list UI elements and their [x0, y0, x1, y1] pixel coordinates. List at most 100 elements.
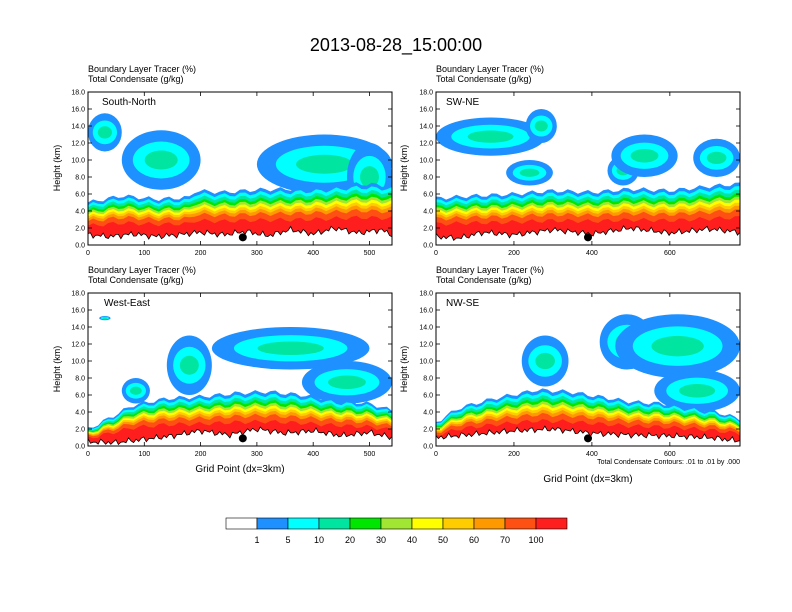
colorbar-label: 50	[438, 535, 448, 545]
y-tick-label: 4.0	[75, 209, 85, 216]
colorbar: 1 5 10 20 30 40 50 60 70 100	[225, 517, 568, 545]
x-tick-label: 200	[508, 250, 520, 257]
y-tick-label: 2.0	[423, 427, 433, 434]
cloud-region	[301, 361, 392, 404]
cloud-inner	[97, 126, 112, 139]
location-marker	[238, 434, 247, 443]
y-tick-label: 2.0	[423, 226, 433, 233]
cloud-region	[166, 335, 212, 395]
y-tick-label: 18.0	[71, 291, 85, 298]
cloud-region	[121, 130, 201, 190]
y-tick-label: 10.0	[419, 158, 433, 165]
y-tick-label: 8.0	[75, 376, 85, 383]
cloud-region	[506, 160, 553, 186]
colorbar-label: 1	[254, 535, 259, 545]
plot-frame	[435, 292, 741, 447]
y-tick-label: 10.0	[419, 359, 433, 366]
panel-subtitle-2: Total Condensate (g/kg)	[436, 74, 532, 84]
cloud-region	[99, 315, 111, 321]
y-tick-label: 10.0	[71, 359, 85, 366]
cloud-region	[88, 113, 122, 152]
cloud-inner	[679, 383, 716, 398]
panel-subtitle-1: Boundary Layer Tracer (%)	[88, 64, 196, 74]
cloud-inner	[257, 341, 324, 356]
location-marker	[584, 233, 592, 242]
x-tick-label: 400	[307, 250, 319, 257]
colorbar-swatch	[380, 517, 413, 530]
y-tick-label: 14.0	[419, 325, 433, 332]
cloud-inner	[519, 168, 540, 177]
cloud-inner	[630, 148, 659, 163]
colorbar-swatch	[349, 517, 382, 530]
y-axis-label: Height (km)	[399, 145, 409, 192]
y-tick-label: 16.0	[419, 308, 433, 315]
y-tick-label: 6.0	[75, 393, 85, 400]
x-tick-label: 400	[586, 250, 598, 257]
y-tick-label: 0.0	[75, 243, 85, 250]
panel-nw-se: Boundary Layer Tracer (%) Total Condensa…	[399, 265, 741, 485]
colorbar-label: 70	[500, 535, 510, 545]
y-tick-label: 8.0	[423, 376, 433, 383]
location-marker	[584, 434, 592, 443]
cloud-inner	[706, 151, 727, 164]
panel-west-east: Boundary Layer Tracer (%) Total Condensa…	[52, 265, 393, 475]
cloud-inner	[534, 120, 548, 132]
colorbar-swatch	[504, 517, 537, 530]
cloud-region	[121, 378, 150, 404]
y-tick-label: 4.0	[423, 410, 433, 417]
y-tick-label: 2.0	[75, 226, 85, 233]
colorbar-label: 60	[469, 535, 479, 545]
y-tick-label: 18.0	[71, 90, 85, 97]
x-tick-label: 400	[586, 451, 598, 458]
location-marker	[238, 233, 247, 242]
y-tick-label: 0.0	[423, 243, 433, 250]
panel-label: NW-SE	[446, 298, 479, 309]
colorbar-label: 40	[407, 535, 417, 545]
colorbar-swatch	[225, 517, 258, 530]
x-tick-label: 600	[664, 250, 676, 257]
contour-footnote: Total Condensate Contours: .01 to .01 by…	[597, 459, 740, 466]
y-tick-label: 0.0	[75, 444, 85, 451]
y-tick-label: 2.0	[75, 427, 85, 434]
y-tick-label: 0.0	[423, 444, 433, 451]
x-tick-label: 500	[364, 250, 376, 257]
x-tick-label: 600	[664, 451, 676, 458]
cloud-inner	[102, 317, 108, 319]
colorbar-label: 30	[376, 535, 386, 545]
y-axis-label: Height (km)	[52, 346, 62, 393]
y-tick-label: 8.0	[423, 175, 433, 182]
cloud-inner	[651, 335, 704, 357]
y-tick-label: 14.0	[71, 325, 85, 332]
figure-title: 2013-08-28_15:00:00	[310, 35, 482, 56]
cloud-inner	[296, 154, 353, 174]
x-tick-label: 100	[138, 451, 150, 458]
y-tick-label: 14.0	[419, 124, 433, 131]
panel-subtitle-1: Boundary Layer Tracer (%)	[436, 64, 544, 74]
y-tick-label: 16.0	[71, 107, 85, 114]
panel-label: West-East	[104, 298, 150, 309]
cloud-inner	[360, 166, 379, 188]
colorbar-label: 10	[314, 535, 324, 545]
x-tick-label: 300	[251, 250, 263, 257]
colorbar-swatch	[411, 517, 444, 530]
plot-frame	[87, 91, 393, 246]
x-tick-label: 100	[138, 250, 150, 257]
y-tick-label: 18.0	[419, 90, 433, 97]
colorbar-swatch	[318, 517, 351, 530]
cloud-region	[615, 314, 740, 378]
y-tick-label: 14.0	[71, 124, 85, 131]
x-tick-label: 0	[86, 451, 90, 458]
x-tick-label: 500	[364, 451, 376, 458]
x-axis-label: Grid Point (dx=3km)	[543, 474, 632, 485]
cloud-inner	[179, 355, 199, 375]
panel-subtitle-1: Boundary Layer Tracer (%)	[88, 265, 196, 275]
colorbar-swatch	[535, 517, 568, 530]
panel-label: SW-NE	[446, 97, 479, 108]
cloud-region	[521, 335, 569, 387]
cloud-region	[525, 109, 557, 143]
panel-sw-ne: Boundary Layer Tracer (%) Total Condensa…	[399, 64, 741, 257]
colorbar-label: 20	[345, 535, 355, 545]
y-tick-label: 6.0	[423, 393, 433, 400]
y-axis-label: Height (km)	[399, 346, 409, 393]
x-tick-label: 400	[307, 451, 319, 458]
